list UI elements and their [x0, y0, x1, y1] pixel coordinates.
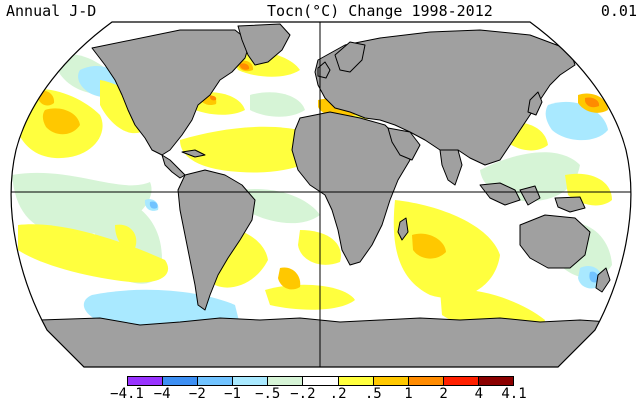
indonesia	[479, 182, 521, 206]
color-scale-labels: −4.1 −4 −2 −1 −.5 −.2 .2 .5 1 2 4 4.1	[0, 386, 641, 402]
map-frame	[10, 21, 632, 368]
color-scale-label: .2	[329, 386, 347, 402]
color-scale-label: −.5	[255, 386, 281, 402]
british-isles	[317, 61, 331, 79]
color-scale-label: 4.1	[501, 386, 527, 402]
color-scale-label: 4	[474, 386, 484, 402]
strong-cooling-regions	[149, 201, 599, 283]
scandinavia	[334, 41, 366, 73]
south-america	[177, 169, 256, 311]
color-scale-label: −2	[188, 386, 206, 402]
borneo	[519, 185, 541, 206]
new-zealand	[595, 267, 611, 293]
eurasia	[314, 29, 576, 166]
color-scale-label: −4	[153, 386, 171, 402]
land-masses	[39, 23, 611, 367]
color-scale-swatch	[477, 377, 514, 385]
japan	[527, 91, 543, 116]
color-scale-swatch	[337, 377, 373, 385]
color-scale-swatch	[302, 377, 338, 385]
color-scale-swatch	[197, 377, 233, 385]
color-scale-label: .5	[364, 386, 382, 402]
color-scale-label: 1	[404, 386, 413, 402]
color-scale-swatch	[128, 377, 163, 385]
new-guinea	[554, 196, 586, 213]
color-scale-label: −.2	[290, 386, 316, 402]
color-scale-swatch	[267, 377, 303, 385]
color-scale-swatch	[442, 377, 478, 385]
color-scale-swatch	[232, 377, 268, 385]
color-scale-label: −1	[224, 386, 241, 402]
color-scale-label: 2	[439, 386, 448, 402]
madagascar	[397, 217, 409, 241]
color-scale-label: −4.1	[110, 386, 144, 402]
central-america	[161, 154, 186, 179]
greenland	[237, 23, 291, 66]
color-scale-swatch	[162, 377, 198, 385]
global-mean-value: 0.01	[600, 2, 637, 20]
arabia	[387, 127, 421, 161]
map-title-left: Annual J-D	[6, 2, 97, 20]
world-map	[10, 21, 632, 368]
color-scale-bar	[127, 376, 514, 386]
antarctica	[39, 317, 611, 367]
australia	[519, 214, 591, 269]
caribbean	[181, 149, 206, 158]
color-scale-swatch	[372, 377, 408, 385]
map-title: Tocn(°C) Change 1998-2012	[267, 2, 493, 20]
india	[439, 149, 463, 186]
color-scale-swatch	[407, 377, 443, 385]
